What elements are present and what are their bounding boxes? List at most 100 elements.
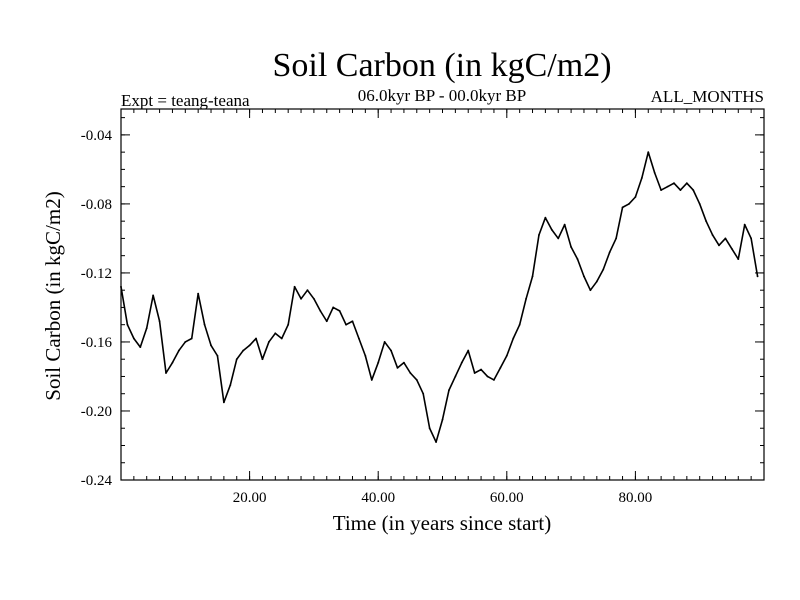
data-point [403,361,405,364]
data-point [229,384,232,386]
data-point [313,297,315,300]
data-point [255,337,257,340]
data-point [428,427,431,430]
data-point [756,275,759,278]
data-point [673,182,675,185]
data-point [190,337,193,340]
data-point [602,268,605,271]
axis-tick-labels: 20.00 40.00 60.00 80.00 -0.04 -0.08 -0.12 -0.16… [81,128,653,506]
data-point [377,361,380,364]
data-point [165,372,167,374]
data-point [139,346,142,349]
data-point [608,251,611,254]
data-point [248,344,251,347]
data-point [293,285,296,288]
axis-ticks [121,109,764,481]
data-point [126,323,129,326]
data-point [550,228,553,231]
data-point [589,289,592,292]
data-point [216,354,219,357]
data-point [235,358,238,361]
data-point [338,309,341,312]
data-point [628,203,630,205]
data-point [570,246,572,248]
data-point [242,349,245,352]
y-axis-label: Soil Carbon (in kgC/m2) [41,191,65,400]
data-point [711,234,714,236]
data-point [203,323,206,326]
y-tick-label: -0.16 [81,335,113,351]
y-tick-label: -0.04 [81,128,113,144]
data-point [383,341,386,343]
chart-subtitle: 06.0kyr BP - 00.0kyr BP [358,86,526,105]
data-point [467,349,470,352]
data-point [653,171,656,174]
data-point [415,379,418,381]
data-point [325,320,328,323]
data-point [486,375,489,378]
data-point [544,216,547,219]
data-point [152,294,155,297]
data-point [473,372,476,374]
y-tick-label: -0.12 [81,266,112,282]
data-point [557,237,560,240]
data-point [692,189,695,192]
x-tick-label: 20.00 [233,490,267,506]
data-point [737,258,740,261]
data-point [171,361,174,364]
data-point [531,275,534,278]
data-point [621,206,624,209]
data-point [145,327,148,330]
data-point [306,289,309,292]
data-point [730,247,733,250]
data-point [583,275,585,278]
data-point [512,337,515,340]
data-point [345,323,347,326]
chart-title: Soil Carbon (in kgC/m2) [272,47,611,84]
data-point [435,441,437,443]
data-point [396,366,399,369]
data-point [351,320,354,323]
data-point [538,234,540,236]
data-point [698,203,701,205]
data-point [300,297,302,300]
data-point [505,354,508,357]
data-point [422,392,425,395]
data-point [390,349,392,352]
data-point [493,379,495,381]
data-point [441,418,444,421]
data-point [158,320,161,323]
y-tick-label: -0.20 [81,404,112,420]
y-tick-label: -0.08 [81,197,112,213]
data-point [615,237,618,240]
data-point [525,297,527,300]
months-annotation: ALL_MONTHS [651,87,764,106]
data-point [197,292,200,295]
data-point [499,366,502,369]
data-point [448,389,450,392]
data-point [319,309,322,312]
data-point [518,323,521,326]
data-point [177,349,180,352]
data-point [647,151,650,154]
data-point [576,258,579,261]
data-point [640,177,643,179]
data-point [679,189,682,192]
data-point [280,337,283,340]
data-point [287,323,290,326]
data-point [332,306,335,309]
x-tick-label: 40.00 [361,490,395,506]
data-point [409,372,412,374]
data-point [261,358,264,361]
data-point [563,223,566,226]
series-layer [120,151,759,443]
data-point [274,332,277,335]
data-point [120,285,122,288]
data-point [132,337,135,340]
data-point [724,237,727,240]
experiment-annotation: Expt = teang-teana [121,91,250,110]
data-point [718,244,720,247]
series-line [120,151,759,443]
data-point [685,182,688,185]
